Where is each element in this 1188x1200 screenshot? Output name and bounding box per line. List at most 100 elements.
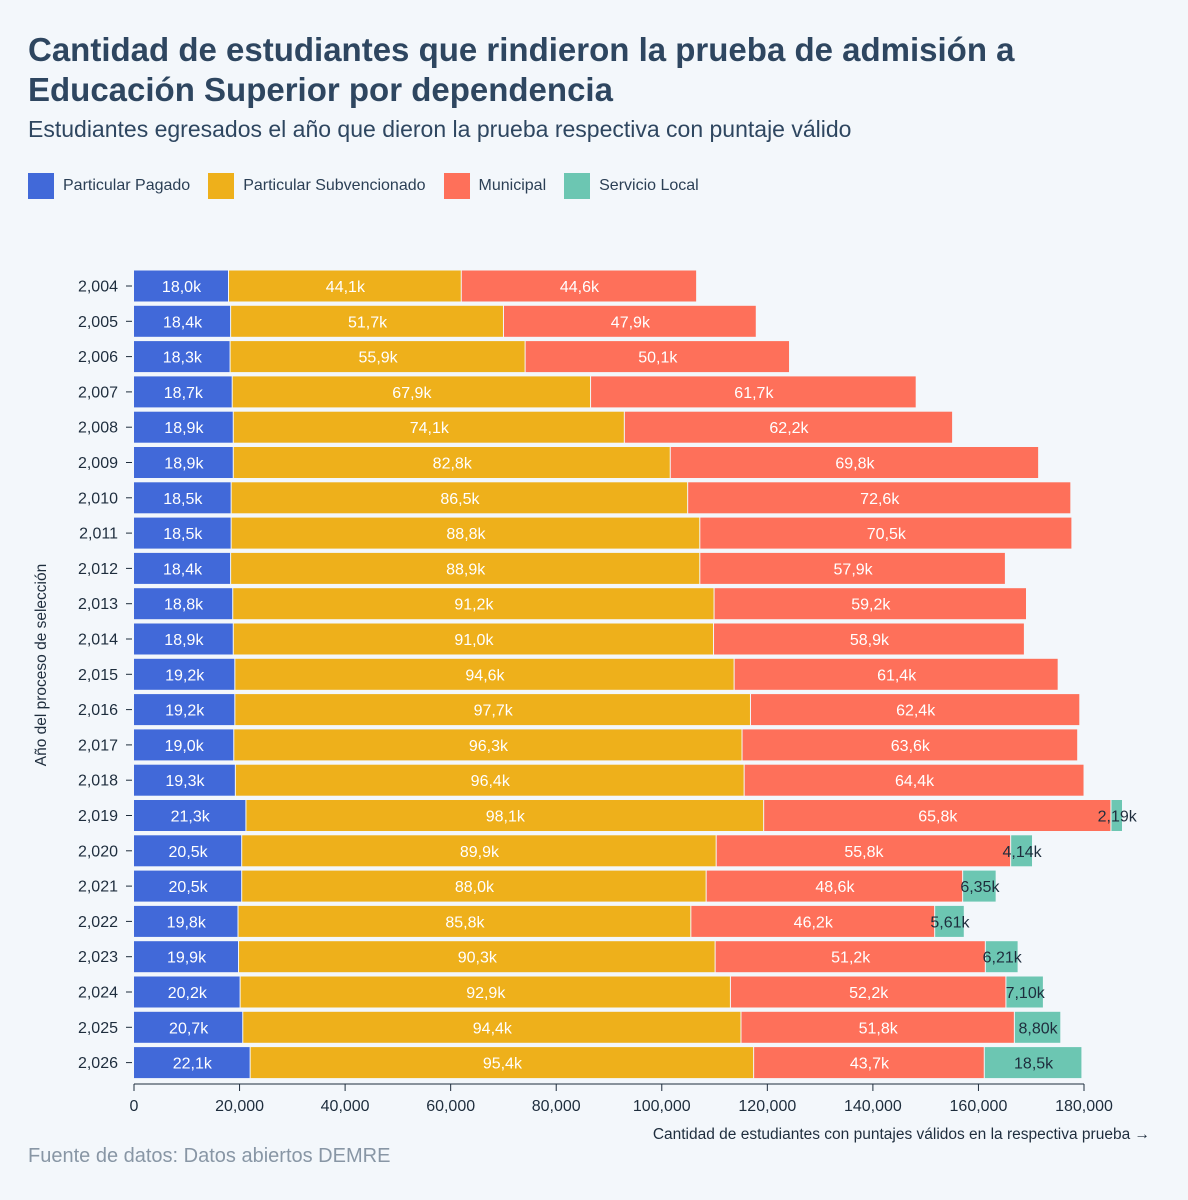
bar-segment[interactable] <box>503 305 756 337</box>
bar-segment[interactable] <box>716 835 1011 867</box>
bar-segment[interactable] <box>742 729 1078 761</box>
data-label: 18,9k <box>164 632 204 649</box>
bar-segment[interactable] <box>234 729 742 761</box>
bar-segment[interactable] <box>744 764 1084 796</box>
data-label: 21,3k <box>171 809 211 826</box>
bar-segment[interactable] <box>714 588 1026 620</box>
data-label: 20,5k <box>169 879 209 896</box>
bar-segment[interactable] <box>985 941 1018 973</box>
x-axis-title: Cantidad de estudiantes con puntajes vál… <box>653 1126 1150 1143</box>
bar-segment[interactable] <box>670 447 1039 478</box>
bar-segment[interactable] <box>688 482 1071 514</box>
bar-segment[interactable] <box>134 976 240 1008</box>
bar-segment[interactable] <box>250 1047 754 1079</box>
x-tick-label: 180,000 <box>1055 1098 1113 1115</box>
bar-segment[interactable] <box>134 341 230 373</box>
bar-segment[interactable] <box>235 764 744 796</box>
bar-segment[interactable] <box>229 270 461 302</box>
bar-segment[interactable] <box>134 482 231 514</box>
bar-segment[interactable] <box>706 870 963 902</box>
data-label: 19,9k <box>167 950 207 967</box>
bar-segment[interactable] <box>963 870 996 902</box>
bar-segment[interactable] <box>134 905 238 937</box>
bar-segment[interactable] <box>235 658 734 690</box>
data-label: 74,1k <box>410 420 450 437</box>
bar-segment[interactable] <box>624 411 953 443</box>
bar-segment[interactable] <box>246 800 764 831</box>
bar-segment[interactable] <box>134 623 233 655</box>
bar-segment[interactable] <box>232 376 591 408</box>
bar-segment[interactable] <box>754 1047 984 1079</box>
bar-segment[interactable] <box>238 905 691 937</box>
bar-segment[interactable] <box>134 305 231 337</box>
bars-layer: 18,0k 44,1k 44,6k 18,4k 51,7k 47,9k 18,3k 55,9k… <box>134 270 1138 1079</box>
bar-segment[interactable] <box>764 800 1111 831</box>
bar-segment[interactable] <box>233 588 714 620</box>
bar-segment[interactable] <box>231 305 503 337</box>
bar-segment[interactable] <box>715 941 985 973</box>
bar-segment[interactable] <box>134 552 231 584</box>
data-label: 46,2k <box>794 914 834 931</box>
bar-segment[interactable] <box>134 517 231 549</box>
bar-segment[interactable] <box>233 411 624 443</box>
bar-segment[interactable] <box>134 835 242 867</box>
bar-segment[interactable] <box>750 694 1080 726</box>
bar-segment[interactable] <box>730 976 1006 1008</box>
bar-segment[interactable] <box>233 623 714 655</box>
bar-segment[interactable] <box>230 341 525 373</box>
bar-segment[interactable] <box>243 1011 741 1043</box>
bar-segment[interactable] <box>231 482 688 514</box>
bar-segment[interactable] <box>714 623 1024 655</box>
bar-segment[interactable] <box>235 694 750 726</box>
legend-item-particular-pagado[interactable]: Particular Pagado <box>28 173 190 199</box>
bar-segment[interactable] <box>134 729 234 761</box>
bar-segment[interactable] <box>461 270 697 302</box>
bar-segment[interactable] <box>1014 1011 1061 1043</box>
bar-segment[interactable] <box>231 552 700 584</box>
data-label: 62,4k <box>896 703 936 720</box>
bar-segment[interactable] <box>134 588 233 620</box>
bar-segment[interactable] <box>134 270 228 302</box>
bar-segment[interactable] <box>239 941 715 973</box>
bar-segment[interactable] <box>591 376 916 408</box>
bar-segment[interactable] <box>134 694 235 726</box>
bar-segment[interactable] <box>984 1047 1082 1079</box>
bar-segment[interactable] <box>700 517 1072 549</box>
bar-row: 18,0k 44,1k 44,6k <box>134 270 697 302</box>
data-label: 48,6k <box>815 879 855 896</box>
bar-segment[interactable] <box>134 447 233 478</box>
bar-segment[interactable] <box>134 870 242 902</box>
bar-segment[interactable] <box>240 976 730 1008</box>
bar-segment[interactable] <box>134 658 235 690</box>
bar-segment[interactable] <box>700 552 1005 584</box>
legend-item-particular-subvencionado[interactable]: Particular Subvencionado <box>208 173 426 199</box>
y-tick-label: 2,017 <box>78 737 118 754</box>
bar-segment[interactable] <box>134 1047 250 1079</box>
bar-segment[interactable] <box>242 870 706 902</box>
data-label: 18,3k <box>163 350 203 367</box>
bar-segment[interactable] <box>134 1011 243 1043</box>
legend-item-servicio-local[interactable]: Servicio Local <box>564 173 699 199</box>
x-tick-label: 100,000 <box>633 1098 691 1115</box>
bar-segment[interactable] <box>1011 835 1033 867</box>
bar-row: 21,3k 98,1k 65,8k 2,19k <box>134 800 1138 831</box>
bar-segment[interactable] <box>134 411 233 443</box>
bar-segment[interactable] <box>1006 976 1043 1008</box>
y-tick-label: 2,004 <box>78 279 118 296</box>
bar-segment[interactable] <box>231 517 700 549</box>
bar-segment[interactable] <box>935 905 964 937</box>
bar-segment[interactable] <box>233 447 670 478</box>
bar-segment[interactable] <box>134 764 235 796</box>
bar-segment[interactable] <box>741 1011 1014 1043</box>
bar-segment[interactable] <box>734 658 1058 690</box>
bar-row: 18,9k 74,1k 62,2k <box>134 411 953 443</box>
bar-segment[interactable] <box>242 835 716 867</box>
bar-segment[interactable] <box>1111 800 1123 831</box>
bar-segment[interactable] <box>134 376 232 408</box>
bar-segment[interactable] <box>134 941 239 973</box>
x-tick-label: 40,000 <box>321 1098 370 1115</box>
bar-segment[interactable] <box>134 800 246 831</box>
bar-segment[interactable] <box>525 341 790 373</box>
legend-item-municipal[interactable]: Municipal <box>443 173 546 199</box>
bar-segment[interactable] <box>691 905 935 937</box>
